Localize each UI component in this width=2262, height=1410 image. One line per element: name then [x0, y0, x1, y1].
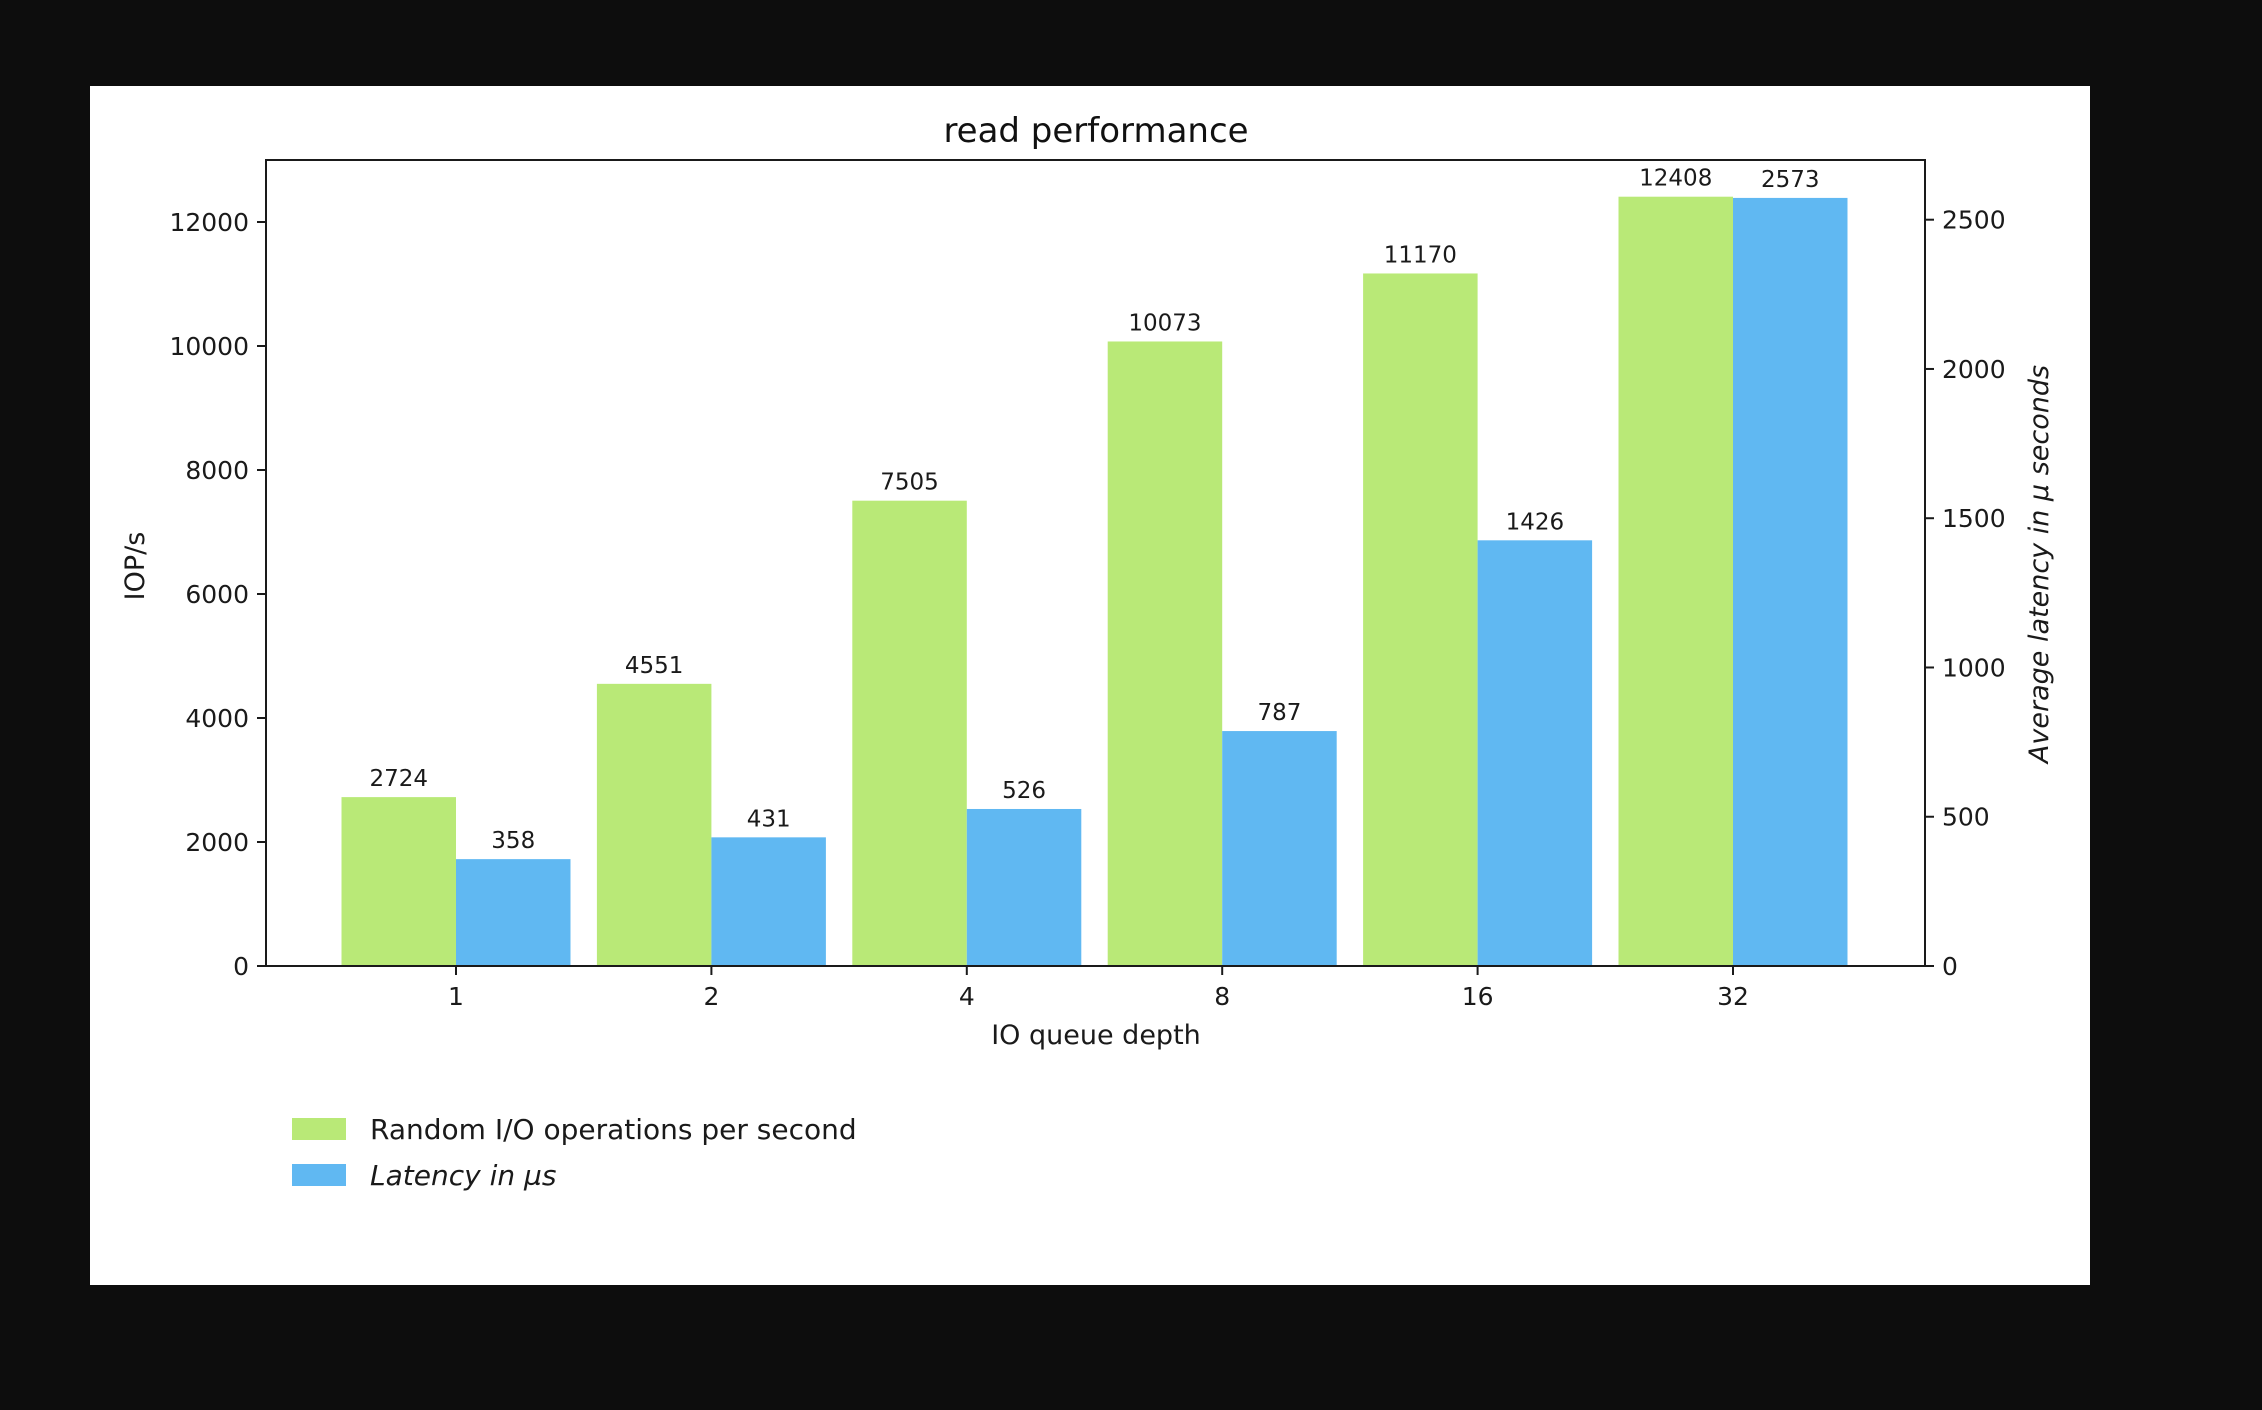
- bars-layer: 2724 358 4551 431 7505 526 10073 787 11170 1426 12…: [341, 166, 1848, 967]
- y-tick-label-10000: 10000: [169, 332, 249, 361]
- y2-tick-label-1000: 1000: [1942, 653, 2006, 682]
- bar-iops-2: [596, 683, 712, 966]
- x-tick-label-8: 8: [1214, 982, 1230, 1011]
- y-tick-label-6000: 6000: [185, 580, 249, 609]
- x-tick-label-1: 1: [448, 982, 464, 1011]
- value-label-latency-32: 2573: [1761, 167, 1820, 193]
- x-tick-label-4: 4: [959, 982, 975, 1011]
- y-tick-label-0: 0: [233, 952, 249, 981]
- bar-latency-1: [456, 859, 571, 966]
- value-label-iops-32: 12408: [1639, 166, 1712, 192]
- y2-axis-title: Average latency in µ seconds: [2024, 365, 2055, 765]
- y2-tick-label-0: 0: [1942, 952, 1958, 981]
- bar-iops-4: [852, 500, 967, 966]
- value-label-latency-2: 431: [747, 806, 791, 832]
- y-tick-label-2000: 2000: [185, 828, 249, 857]
- x-tick-label-2: 2: [703, 982, 719, 1011]
- axes-layer: 1 2 4 8 16 32 0 2000 4000 6000 8000 10000 12000 0 500 1…: [169, 206, 2005, 1011]
- legend-label-1: Random I/O operations per second: [370, 1113, 857, 1146]
- bar-iops-16: [1363, 273, 1478, 966]
- legend-swatch-2: [292, 1164, 346, 1186]
- y-tick-label-4000: 4000: [185, 704, 249, 733]
- bar-latency-2: [711, 837, 826, 966]
- value-label-latency-1: 358: [491, 828, 535, 854]
- y2-tick-label-1500: 1500: [1942, 504, 2006, 533]
- value-label-latency-4: 526: [1002, 778, 1046, 804]
- x-tick-label-32: 32: [1717, 982, 1749, 1011]
- bar-latency-32: [1733, 197, 1848, 966]
- value-label-iops-1: 2724: [369, 766, 428, 792]
- y-tick-label-12000: 12000: [169, 208, 249, 237]
- bar-iops-8: [1107, 341, 1223, 966]
- y-tick-label-8000: 8000: [185, 456, 249, 485]
- y-axis-title: IOP/s: [120, 532, 151, 601]
- x-axis-title: IO queue depth: [991, 1020, 1201, 1051]
- value-label-iops-8: 10073: [1128, 310, 1201, 336]
- plot-frame: [265, 159, 1926, 967]
- value-label-iops-2: 4551: [625, 653, 684, 679]
- bar-latency-8: [1222, 731, 1337, 966]
- value-label-latency-16: 1426: [1506, 509, 1565, 535]
- bar-iops-1: [341, 797, 456, 966]
- chart-title: read performance: [943, 111, 1248, 151]
- bar-latency-4: [966, 808, 1082, 966]
- value-label-iops-4: 7505: [880, 470, 939, 496]
- value-label-latency-8: 787: [1257, 700, 1301, 726]
- legend: Random I/O operations per second Latency …: [292, 1113, 857, 1192]
- y2-tick-label-500: 500: [1942, 803, 1990, 832]
- y2-tick-label-2000: 2000: [1942, 355, 2006, 384]
- bar-latency-16: [1477, 540, 1593, 966]
- x-tick-label-16: 16: [1462, 982, 1494, 1011]
- value-label-iops-16: 11170: [1384, 242, 1457, 268]
- legend-label-2: Latency in µs: [370, 1159, 556, 1192]
- bar-chart: read performance 27243584551431750552610…: [120, 111, 2055, 1192]
- bar-iops-32: [1618, 196, 1733, 967]
- chart-panel: read performance 2724 358 4551 431 7505 526 10…: [90, 86, 2090, 1285]
- legend-swatch-1: [292, 1118, 346, 1140]
- y2-tick-label-2500: 2500: [1942, 206, 2006, 235]
